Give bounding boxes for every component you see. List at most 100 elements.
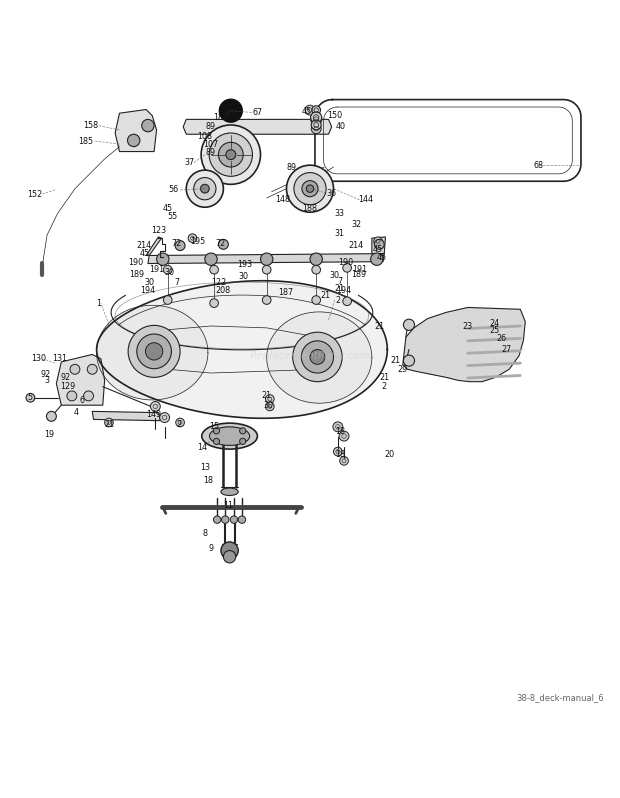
Circle shape: [164, 266, 172, 274]
Text: 19: 19: [44, 430, 54, 440]
Text: 186: 186: [213, 113, 228, 122]
Text: 190: 190: [339, 259, 353, 267]
Circle shape: [137, 334, 172, 369]
Circle shape: [312, 296, 321, 304]
Text: 2: 2: [382, 382, 387, 391]
Text: 5: 5: [28, 393, 33, 402]
Circle shape: [151, 401, 161, 412]
Circle shape: [306, 185, 314, 192]
Circle shape: [374, 239, 384, 249]
Circle shape: [67, 391, 77, 401]
Text: 38-8_deck-manual_6: 38-8_deck-manual_6: [516, 693, 604, 702]
Circle shape: [312, 106, 321, 114]
Ellipse shape: [202, 423, 257, 449]
Circle shape: [310, 350, 325, 365]
Polygon shape: [97, 306, 208, 400]
Circle shape: [374, 237, 383, 246]
Text: 72: 72: [215, 239, 226, 247]
Text: 7: 7: [337, 277, 342, 286]
Circle shape: [219, 100, 242, 122]
Text: 21: 21: [391, 356, 401, 365]
Text: 21: 21: [379, 373, 389, 382]
Text: 8: 8: [202, 529, 207, 539]
Text: 123: 123: [151, 227, 166, 235]
Circle shape: [221, 542, 238, 559]
Text: 30: 30: [263, 401, 273, 409]
Circle shape: [200, 184, 209, 193]
Text: 89: 89: [206, 122, 216, 132]
Text: 129: 129: [60, 382, 75, 391]
Text: 37: 37: [184, 158, 195, 168]
Text: 191: 191: [149, 265, 164, 274]
Text: 185: 185: [79, 137, 94, 146]
Circle shape: [26, 393, 35, 402]
Text: 20: 20: [384, 450, 394, 459]
Circle shape: [160, 413, 170, 422]
Text: 18: 18: [335, 427, 345, 436]
Circle shape: [157, 253, 169, 266]
Polygon shape: [115, 109, 157, 152]
Text: 18: 18: [203, 476, 213, 485]
Text: 55: 55: [167, 212, 178, 221]
Circle shape: [128, 134, 140, 147]
Text: 56: 56: [169, 185, 179, 195]
Ellipse shape: [210, 427, 250, 445]
Circle shape: [210, 266, 218, 274]
Text: 30: 30: [330, 271, 340, 280]
Text: 31: 31: [335, 229, 345, 238]
Text: 7: 7: [174, 279, 180, 287]
Text: 24: 24: [489, 319, 499, 328]
Circle shape: [293, 332, 342, 381]
Text: 29: 29: [397, 365, 408, 373]
Text: 4: 4: [74, 408, 79, 417]
Circle shape: [226, 105, 233, 112]
Circle shape: [260, 253, 273, 266]
Text: 187: 187: [278, 288, 293, 297]
Text: 2: 2: [335, 295, 340, 305]
Text: 18: 18: [335, 450, 345, 459]
Text: 149: 149: [146, 410, 162, 419]
Circle shape: [218, 239, 228, 249]
Text: 122: 122: [211, 279, 226, 287]
Text: 193: 193: [237, 259, 252, 269]
Circle shape: [294, 172, 326, 205]
Circle shape: [311, 120, 321, 130]
Text: 208: 208: [216, 286, 231, 295]
Text: 92: 92: [61, 373, 71, 382]
Text: ReplacementParts.com: ReplacementParts.com: [250, 350, 370, 361]
Text: 189: 189: [129, 270, 144, 279]
Text: 45: 45: [162, 204, 173, 213]
Circle shape: [286, 165, 334, 212]
Text: 26: 26: [497, 334, 507, 343]
Text: 188: 188: [303, 204, 317, 213]
Ellipse shape: [221, 488, 238, 496]
Circle shape: [213, 428, 219, 434]
Circle shape: [193, 177, 216, 200]
Text: 2: 2: [176, 421, 182, 429]
Polygon shape: [97, 281, 388, 418]
Circle shape: [302, 180, 318, 197]
Circle shape: [175, 418, 184, 427]
Text: 21: 21: [262, 391, 272, 401]
Text: 150: 150: [327, 111, 342, 120]
Text: 30: 30: [164, 267, 174, 277]
Text: 89: 89: [286, 163, 296, 172]
Circle shape: [343, 263, 352, 272]
Polygon shape: [56, 354, 105, 405]
Polygon shape: [146, 237, 162, 255]
Circle shape: [146, 342, 163, 360]
Text: 45: 45: [373, 245, 383, 254]
Text: 144: 144: [358, 196, 373, 204]
Circle shape: [223, 551, 236, 563]
Text: 189: 189: [351, 270, 366, 279]
Circle shape: [46, 412, 56, 421]
Circle shape: [311, 112, 322, 123]
Circle shape: [142, 120, 154, 132]
Text: 36: 36: [327, 189, 337, 198]
Circle shape: [186, 170, 223, 207]
Circle shape: [84, 391, 94, 401]
Circle shape: [239, 428, 246, 434]
Circle shape: [226, 150, 236, 160]
Circle shape: [334, 447, 342, 456]
Text: 194: 194: [140, 286, 156, 295]
